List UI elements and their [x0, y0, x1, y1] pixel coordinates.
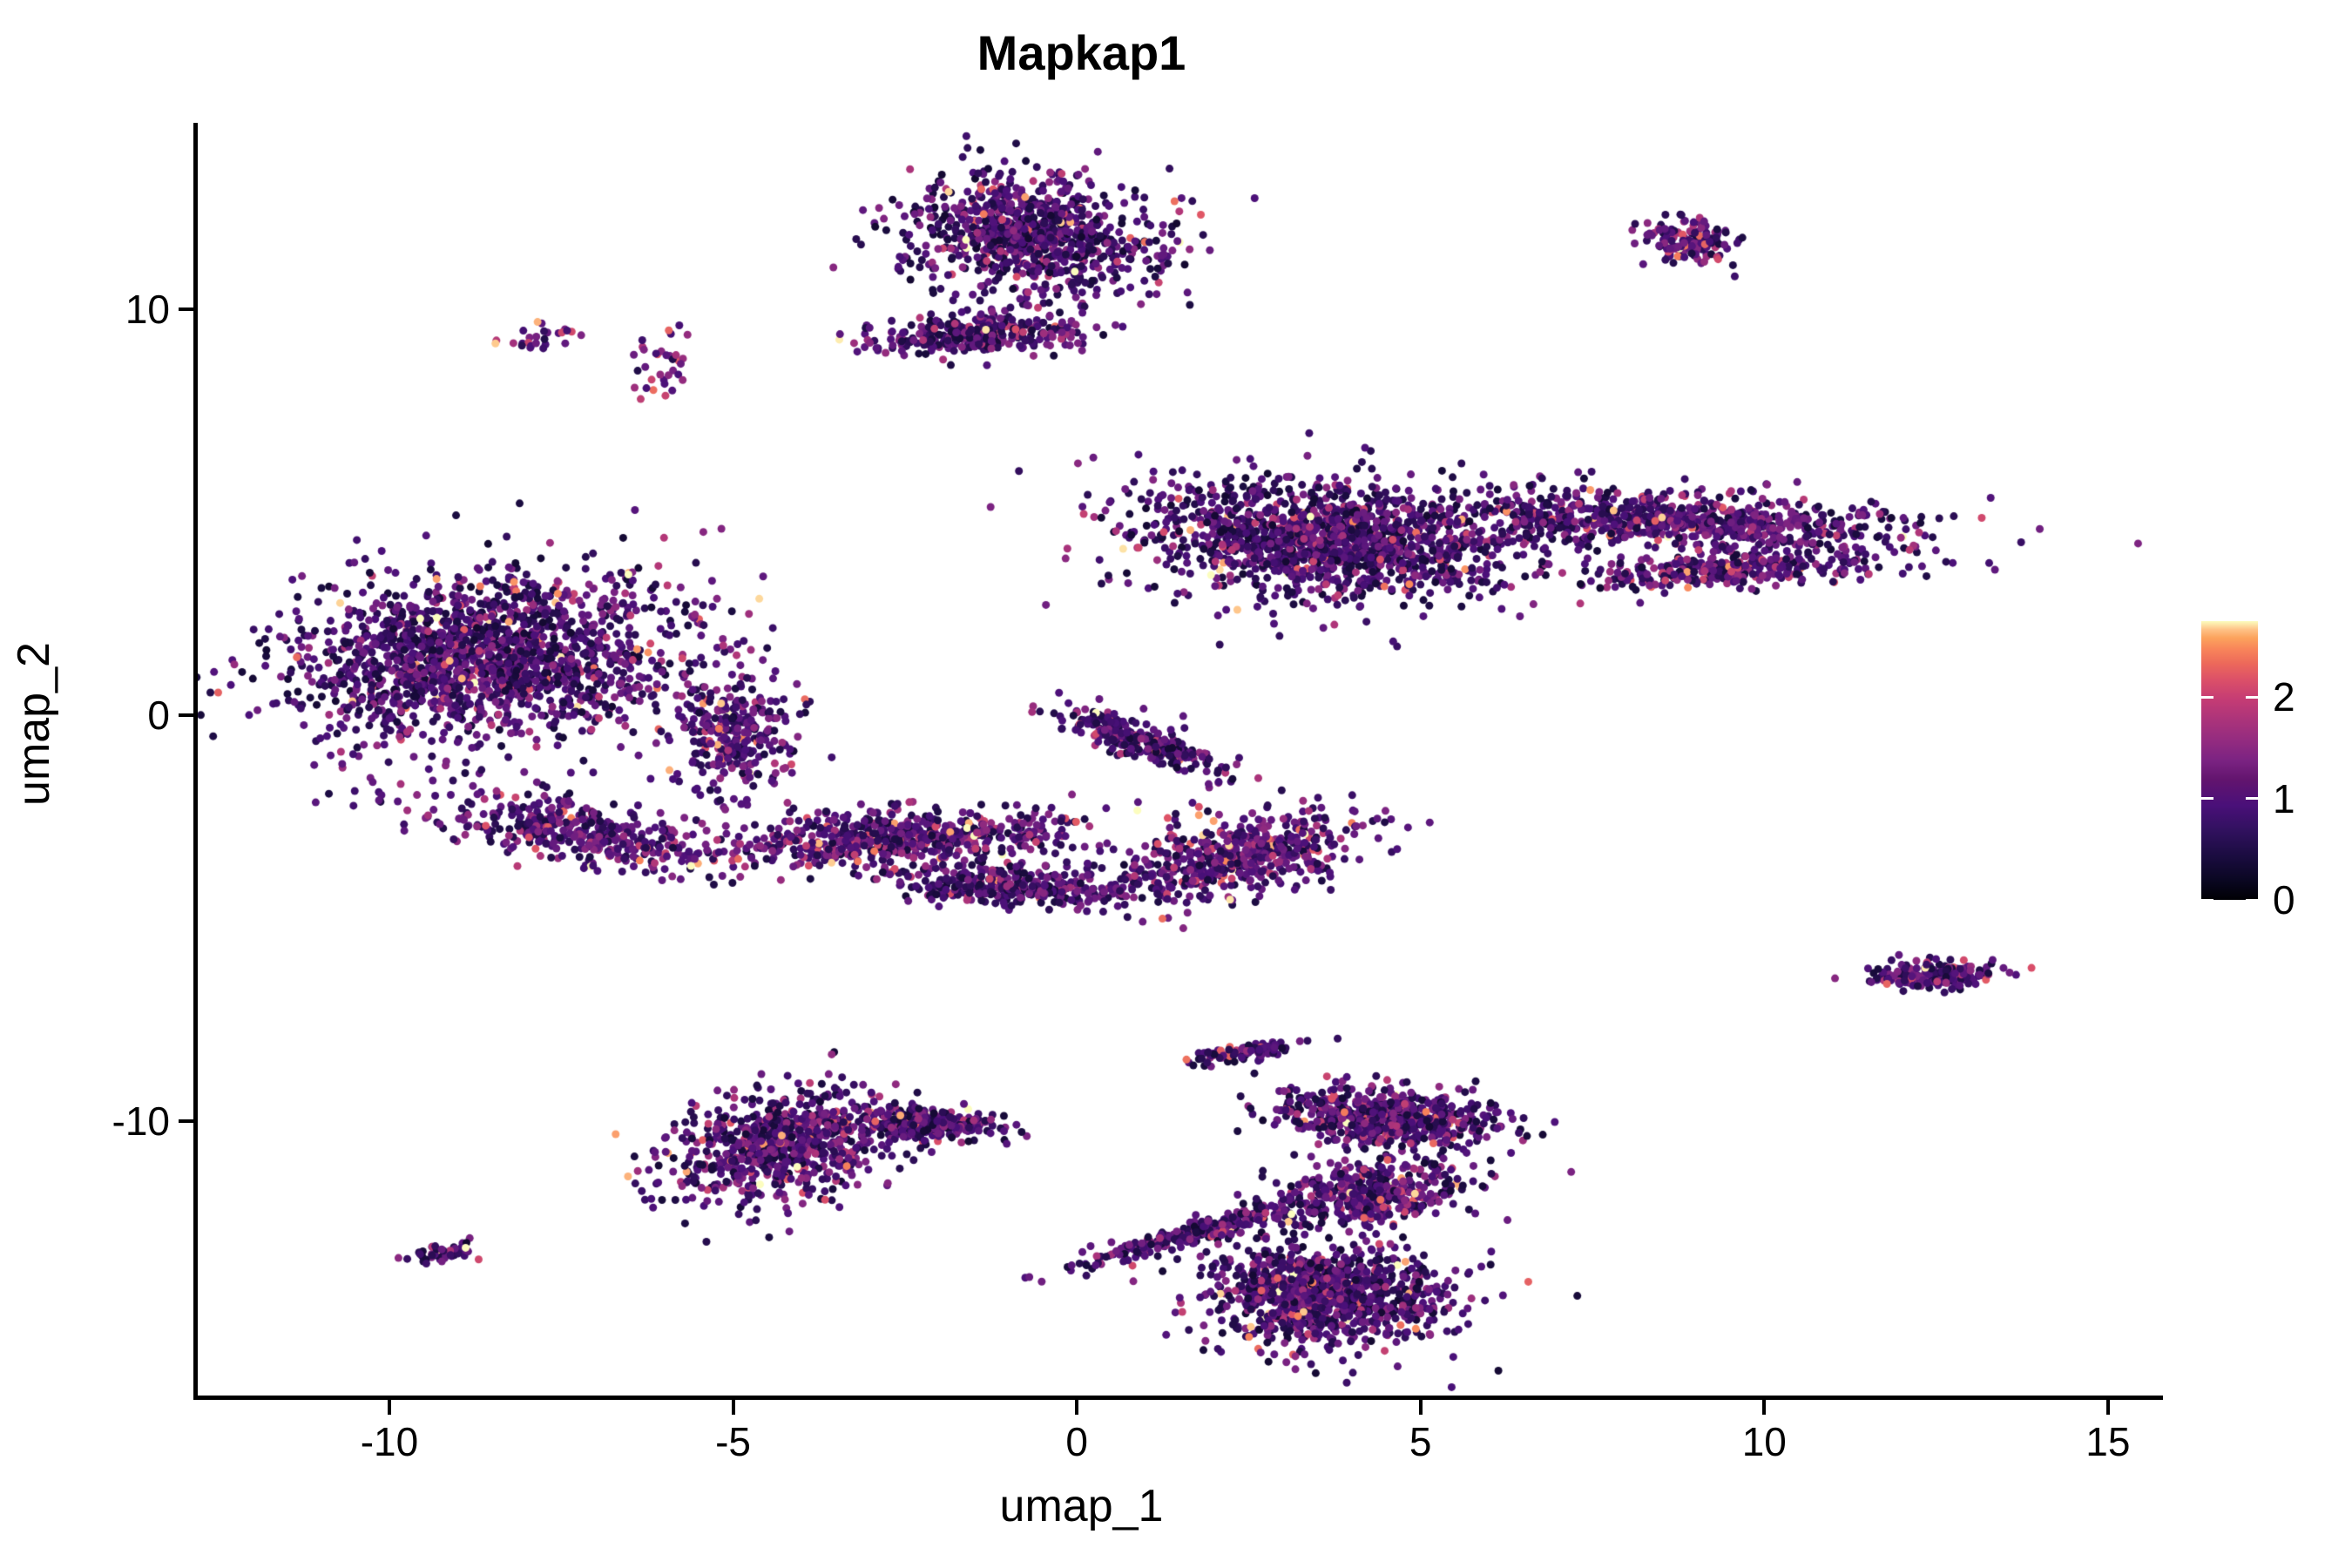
x-tick-label: 5: [1409, 1419, 1432, 1464]
x-tick-label: 0: [1065, 1419, 1088, 1464]
colorbar-tick-mark: [2201, 797, 2213, 801]
scatter-plot-canvas: [197, 123, 2163, 1397]
x-tick-mark: [731, 1400, 735, 1415]
colorbar-tick-mark: [2246, 797, 2258, 801]
x-tick-label: -5: [715, 1419, 751, 1464]
y-tick-mark: [179, 308, 193, 312]
x-axis-line: [193, 1396, 2163, 1400]
plot-panel: [197, 123, 2163, 1397]
colorbar-tick-mark: [2201, 898, 2213, 902]
y-axis-line: [193, 123, 198, 1399]
y-tick-label: 0: [147, 693, 170, 739]
colorbar-tick-mark: [2246, 695, 2258, 699]
x-tick-label: -10: [360, 1419, 419, 1464]
x-tick-mark: [1762, 1400, 1767, 1415]
y-tick-mark: [179, 1119, 193, 1124]
colorbar-gradient: [2201, 621, 2258, 900]
y-tick-label: 10: [125, 287, 170, 333]
x-tick-label: 15: [2085, 1419, 2131, 1464]
colorbar-tick-label: 2: [2273, 674, 2295, 720]
x-tick-mark: [1075, 1400, 1079, 1415]
page-title: Mapkap1: [977, 25, 1186, 80]
colorbar-tick-label: 0: [2273, 877, 2295, 923]
x-axis-title: umap_1: [999, 1481, 1164, 1531]
x-tick-label: 10: [1741, 1419, 1787, 1464]
x-tick-mark: [1418, 1400, 1423, 1415]
y-axis-title: umap_2: [9, 642, 59, 806]
colorbar-tick-mark: [2246, 898, 2258, 902]
colorbar-tick-label: 1: [2273, 775, 2295, 821]
y-tick-label: -10: [112, 1098, 170, 1145]
y-tick-mark: [179, 713, 193, 718]
x-tick-mark: [2105, 1400, 2110, 1415]
colorbar-legend: 0 1 2: [2201, 621, 2349, 923]
x-tick-mark: [387, 1400, 391, 1415]
colorbar-tick-mark: [2201, 695, 2213, 699]
